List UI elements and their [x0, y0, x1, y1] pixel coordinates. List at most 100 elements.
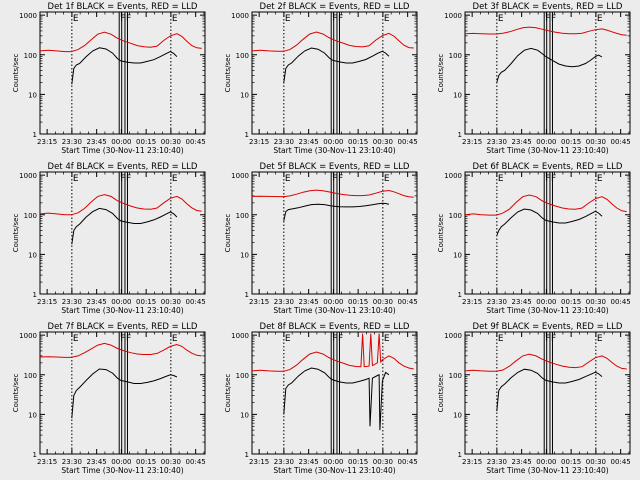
- x-tick-label: 23:45: [512, 138, 532, 146]
- y-tick-label: 1: [458, 291, 462, 299]
- x-tick-label: 23:45: [87, 458, 107, 466]
- lld-series-line: [39, 194, 202, 216]
- y-axis-label: Counts/sec: [12, 374, 20, 413]
- detector-panel: Det 8f BLACK = Events, RED = LLD 1 10 100 10…: [224, 322, 418, 475]
- detector-panel: Det 7f BLACK = Events, RED = LLD 1 10 100 10…: [12, 322, 206, 475]
- panel-title: Det 8f BLACK = Events, RED = LLD: [260, 322, 410, 332]
- marker-label: F: [332, 174, 337, 184]
- x-axis-label: Start Time (30-Nov-11 23:10:40): [486, 146, 608, 155]
- detector-panel: Det 3f BLACK = Events, RED = LLD 1 10 100 10…: [437, 2, 631, 155]
- marker-label: E: [498, 334, 504, 344]
- x-tick-label: 23:15: [462, 138, 482, 146]
- x-tick-label: 23:15: [249, 458, 269, 466]
- detector-panel: Det 6f BLACK = Events, RED = LLD 1 10 100 10…: [437, 162, 631, 315]
- events-series-line: [496, 208, 603, 236]
- y-tick-label: 10: [453, 411, 462, 419]
- panel-frame: [464, 171, 631, 295]
- x-tick-label: 23:30: [487, 138, 507, 146]
- panel-frame: [464, 11, 631, 135]
- x-tick-label: 23:45: [299, 298, 319, 306]
- x-tick-label: 00:45: [611, 298, 631, 306]
- x-tick-label: 00:15: [348, 298, 368, 306]
- x-tick-label: 23:30: [62, 298, 82, 306]
- x-tick-label: 00:15: [136, 138, 156, 146]
- x-axis-label: Start Time (30-Nov-11 23:10:40): [61, 466, 183, 475]
- x-tick-label: 23:15: [462, 458, 482, 466]
- marker-label: E: [172, 174, 178, 184]
- panel-frame: [251, 331, 418, 455]
- marker-label: F: [338, 14, 343, 24]
- y-tick-label: 1000: [19, 332, 37, 340]
- y-tick-label: 1000: [19, 12, 37, 20]
- panel-title: Det 1f BLACK = Events, RED = LLD: [48, 2, 198, 12]
- y-tick-label: 10: [28, 91, 37, 99]
- panel-frame: [39, 331, 206, 455]
- x-tick-label: 00:30: [373, 138, 393, 146]
- x-tick-label: 00:00: [536, 458, 556, 466]
- y-axis-label: Counts/sec: [224, 374, 232, 413]
- y-tick-label: 100: [24, 212, 37, 220]
- y-tick-label: 10: [453, 91, 462, 99]
- y-tick-label: 100: [449, 52, 462, 60]
- y-axis-label: Counts/sec: [224, 214, 232, 253]
- events-series-line: [283, 202, 390, 222]
- x-tick-label: 23:30: [62, 458, 82, 466]
- marker-label: F: [551, 334, 556, 344]
- marker-label: E: [597, 334, 603, 344]
- x-tick-label: 00:15: [561, 458, 581, 466]
- x-tick-label: 23:45: [512, 458, 532, 466]
- x-tick-label: 00:00: [111, 458, 131, 466]
- marker-label: F: [545, 174, 550, 184]
- y-tick-label: 100: [236, 212, 249, 220]
- x-tick-label: 00:45: [186, 458, 206, 466]
- marker-label: F: [545, 14, 550, 24]
- detector-panel: Det 9f BLACK = Events, RED = LLD 1 10 100 10…: [437, 322, 631, 475]
- y-tick-label: 10: [28, 251, 37, 259]
- events-series-line: [283, 367, 390, 431]
- y-axis-label: Counts/sec: [437, 214, 445, 253]
- x-axis-label: Start Time (30-Nov-11 23:10:40): [273, 306, 395, 315]
- x-tick-label: 00:00: [323, 458, 343, 466]
- y-tick-label: 100: [236, 372, 249, 380]
- x-tick-label: 23:45: [299, 138, 319, 146]
- lld-series-line: [39, 31, 202, 53]
- marker-label: F: [332, 334, 337, 344]
- events-series-line: [496, 47, 603, 83]
- events-series-line: [71, 47, 178, 85]
- x-tick-label: 00:15: [561, 138, 581, 146]
- lld-series-line: [464, 353, 627, 372]
- x-tick-label: 00:45: [611, 458, 631, 466]
- y-tick-label: 1000: [444, 332, 462, 340]
- x-tick-label: 00:45: [186, 138, 206, 146]
- marker-label: E: [73, 334, 79, 344]
- y-tick-label: 100: [449, 372, 462, 380]
- y-tick-label: 1: [33, 131, 37, 139]
- y-tick-label: 1000: [231, 172, 249, 180]
- lld-series-line: [251, 333, 414, 372]
- marker-label: E: [172, 14, 178, 24]
- y-tick-label: 10: [453, 251, 462, 259]
- x-tick-label: 00:00: [536, 298, 556, 306]
- marker-label: F: [126, 174, 131, 184]
- x-tick-label: 23:30: [487, 458, 507, 466]
- y-tick-label: 1000: [231, 332, 249, 340]
- x-tick-label: 23:45: [87, 138, 107, 146]
- panel-frame: [39, 171, 206, 295]
- marker-label: E: [285, 14, 291, 24]
- y-axis-label: Counts/sec: [12, 54, 20, 93]
- y-tick-label: 10: [240, 411, 249, 419]
- x-tick-label: 00:45: [398, 458, 418, 466]
- marker-label: E: [384, 174, 390, 184]
- marker-label: E: [498, 14, 504, 24]
- marker-label: E: [498, 174, 504, 184]
- marker-label: E: [285, 334, 291, 344]
- marker-label: F: [551, 14, 556, 24]
- panel-title: Det 9f BLACK = Events, RED = LLD: [473, 322, 623, 332]
- y-axis-label: Counts/sec: [437, 374, 445, 413]
- x-tick-label: 00:15: [561, 298, 581, 306]
- marker-label: F: [551, 174, 556, 184]
- panel-title: Det 5f BLACK = Events, RED = LLD: [260, 162, 410, 172]
- detector-panel: Det 2f BLACK = Events, RED = LLD 1 10 100 10…: [224, 2, 418, 155]
- y-tick-label: 100: [236, 52, 249, 60]
